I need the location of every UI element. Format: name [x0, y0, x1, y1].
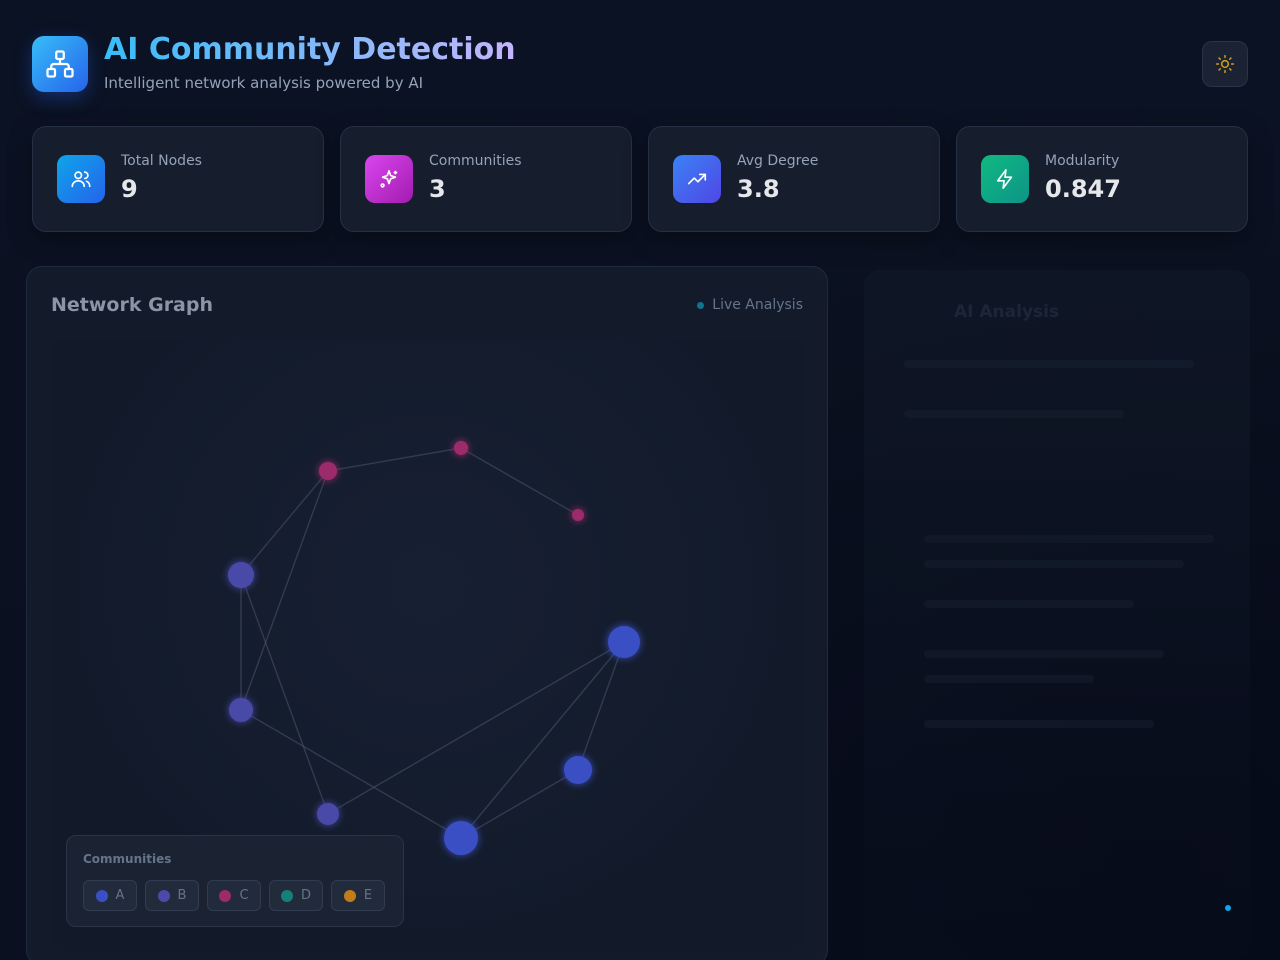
analysis-placeholder-line: [924, 675, 1094, 683]
app-header: AI Community Detection Intelligent netwo…: [32, 32, 1248, 92]
network-icon: [32, 36, 88, 92]
stat-value: 3.8: [737, 175, 780, 203]
legend-item-e[interactable]: E: [331, 880, 385, 911]
live-dot-icon: [697, 301, 705, 309]
stat-label: Avg Degree: [737, 153, 819, 169]
community-dot-icon: [95, 889, 108, 902]
legend-item-a[interactable]: A: [83, 880, 137, 911]
zap-icon: [981, 155, 1029, 203]
stat-card-communities: Communities 3: [340, 126, 632, 232]
theme-toggle-button[interactable]: [1202, 41, 1248, 87]
stat-value: 0.847: [1045, 175, 1121, 203]
graph-title: Network Graph: [51, 294, 214, 316]
legend-title: Communities: [83, 852, 172, 866]
users-icon: [57, 155, 105, 203]
page-title: AI Community Detection: [104, 32, 516, 67]
communities-legend: Communities A B C D E: [66, 835, 404, 927]
analysis-placeholder-line: [924, 600, 1134, 608]
stat-label: Communities: [429, 153, 522, 169]
legend-item-d[interactable]: D: [269, 880, 323, 911]
sun-icon: [1215, 54, 1235, 74]
stat-card-modularity: Modularity 0.847: [956, 126, 1248, 232]
trending-up-icon: [673, 155, 721, 203]
stat-label: Modularity: [1045, 153, 1120, 169]
legend-item-label: B: [177, 888, 187, 903]
stat-label: Total Nodes: [121, 153, 202, 169]
legend-items: A B C D E: [83, 880, 385, 911]
analysis-placeholder-line: [904, 410, 1124, 418]
legend-item-label: E: [363, 888, 373, 903]
live-analysis-label: Live Analysis: [712, 297, 803, 313]
community-dot-icon: [280, 889, 293, 902]
stat-card-avg-degree: Avg Degree 3.8: [648, 126, 940, 232]
analysis-placeholder-line: [924, 720, 1154, 728]
legend-item-c[interactable]: C: [207, 880, 261, 911]
analysis-placeholder-line: [924, 535, 1214, 543]
ai-analysis-panel: AI Analysis: [864, 270, 1250, 960]
legend-item-label: C: [239, 888, 249, 903]
community-dot-icon: [219, 889, 232, 902]
stat-card-total-nodes: Total Nodes 9: [32, 126, 324, 232]
analysis-placeholder-line: [924, 560, 1184, 568]
stats-row: Total Nodes 9 Communities 3 Avg Degree 3…: [32, 126, 1248, 232]
live-analysis-badge: Live Analysis: [697, 297, 803, 313]
page-subtitle: Intelligent network analysis powered by …: [104, 74, 424, 92]
stat-value: 3: [429, 175, 446, 203]
legend-item-b[interactable]: B: [145, 880, 199, 911]
legend-item-label: D: [300, 888, 311, 903]
community-dot-icon: [343, 889, 356, 902]
status-indicator-dot: [1225, 905, 1231, 911]
analysis-title: AI Analysis: [954, 302, 1060, 322]
community-dot-icon: [157, 889, 170, 902]
analysis-placeholder-line: [904, 360, 1194, 368]
legend-item-label: A: [115, 888, 125, 903]
stat-value: 9: [121, 175, 138, 203]
sparkles-icon: [365, 155, 413, 203]
analysis-placeholder-line: [924, 650, 1164, 658]
